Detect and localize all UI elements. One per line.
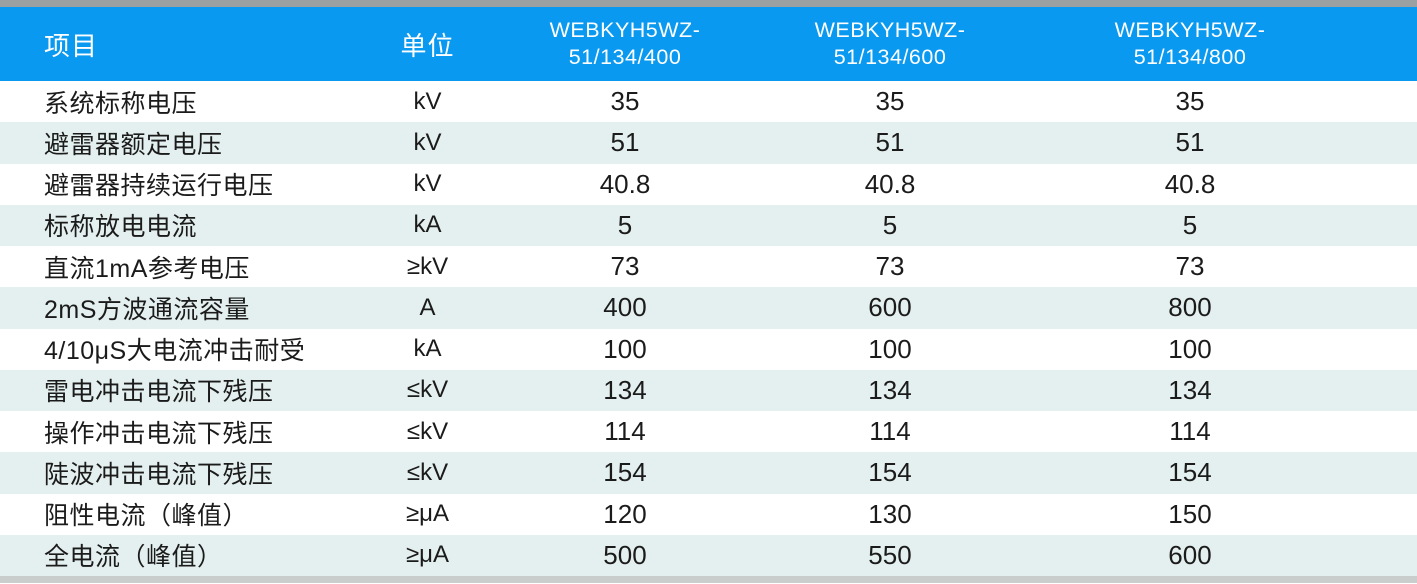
row-value: 120 [603, 498, 647, 529]
model-name-line1: WEBKYH5WZ- [814, 18, 966, 42]
row-label: 操作冲击电流下残压 [44, 419, 274, 448]
row-label: 直流1mA参考电压 [44, 254, 250, 283]
row-value: 114 [869, 416, 911, 447]
row-value: 35 [1175, 86, 1205, 117]
row-value: 134 [603, 374, 647, 405]
row-value: 134 [868, 374, 912, 405]
row-value: 73 [875, 251, 905, 282]
top-divider-bar [0, 0, 1417, 7]
row-value: 73 [610, 251, 640, 282]
row-value: 40.8 [864, 168, 916, 199]
row-label: 系统标称电压 [44, 89, 198, 118]
row-unit: kA [413, 335, 442, 363]
row-value: 40.8 [1164, 168, 1216, 199]
model-name-line2: 51/134/400 [568, 45, 682, 69]
bottom-divider-bar [0, 576, 1417, 583]
table-row: 直流1mA参考电压 ≥kV 73 73 73 [0, 246, 1417, 287]
row-unit: A [419, 293, 436, 321]
row-label: 阻性电流（峰值） [44, 502, 249, 531]
model-name-line2: 51/134/600 [833, 45, 947, 69]
row-label: 2mS方波通流容量 [44, 295, 250, 324]
row-value: 100 [603, 333, 647, 364]
row-value: 154 [1168, 457, 1212, 488]
table-row: 全电流（峰值） ≥μA 500 550 600 [0, 534, 1417, 576]
column-header-model-800: WEBKYH5WZ- 51/134/800 [1025, 17, 1355, 71]
model-name-line1: WEBKYH5WZ- [1114, 18, 1266, 42]
model-name-line1: WEBKYH5WZ- [549, 18, 701, 42]
row-unit: ≥μA [405, 500, 449, 528]
table-row: 4/10μS大电流冲击耐受 kA 100 100 100 [0, 329, 1417, 370]
row-unit: ≥μA [405, 541, 449, 569]
row-label: 避雷器持续运行电压 [44, 172, 274, 201]
row-value: 73 [1175, 251, 1205, 282]
row-value: 51 [875, 127, 905, 158]
column-header-item: 项目 [44, 30, 99, 61]
row-value: 5 [617, 209, 633, 240]
row-label: 陡波冲击电流下残压 [44, 460, 274, 489]
row-value: 154 [868, 457, 912, 488]
row-value: 550 [868, 539, 912, 570]
row-unit: ≤kV [406, 458, 449, 486]
column-header-unit: 单位 [400, 30, 455, 61]
row-unit: ≥kV [406, 252, 449, 280]
row-unit: ≤kV [406, 417, 449, 445]
row-value: 130 [868, 498, 912, 529]
row-label: 避雷器额定电压 [44, 130, 223, 159]
row-unit: kV [413, 87, 442, 115]
table-row: 雷电冲击电流下残压 ≤kV 134 134 134 [0, 369, 1417, 411]
table-row: 标称放电电流 kA 5 5 5 [0, 204, 1417, 246]
row-value: 600 [1168, 539, 1212, 570]
row-value: 154 [603, 457, 647, 488]
row-value: 35 [875, 86, 905, 117]
row-value: 5 [1182, 209, 1198, 240]
column-header-model-600: WEBKYH5WZ- 51/134/600 [755, 17, 1025, 71]
row-value: 114 [1169, 416, 1211, 447]
row-value: 40.8 [599, 168, 651, 199]
table-row: 2mS方波通流容量 A 400 600 800 [0, 287, 1417, 329]
row-unit: kA [413, 211, 442, 239]
row-label: 雷电冲击电流下残压 [44, 378, 274, 407]
table-row: 系统标称电压 kV 35 35 35 [0, 81, 1417, 122]
model-name-line2: 51/134/800 [1133, 45, 1247, 69]
row-label: 标称放电电流 [44, 213, 198, 242]
table-row: 操作冲击电流下残压 ≤kV 114 114 114 [0, 411, 1417, 452]
row-value: 100 [868, 333, 912, 364]
table-row: 陡波冲击电流下残压 ≤kV 154 154 154 [0, 452, 1417, 494]
table-row: 阻性电流（峰值） ≥μA 120 130 150 [0, 494, 1417, 535]
row-unit: ≤kV [406, 376, 449, 404]
row-label: 全电流（峰值） [44, 543, 223, 572]
row-value: 150 [1168, 498, 1212, 529]
row-value: 134 [1168, 374, 1212, 405]
row-value: 600 [868, 292, 912, 323]
column-header-model-400: WEBKYH5WZ- 51/134/400 [495, 17, 755, 71]
table-row: 避雷器额定电压 kV 51 51 51 [0, 122, 1417, 164]
row-value: 100 [1168, 333, 1212, 364]
row-label: 4/10μS大电流冲击耐受 [44, 337, 306, 366]
row-unit: kV [413, 170, 442, 198]
row-value: 500 [603, 539, 647, 570]
table-row: 避雷器持续运行电压 kV 40.8 40.8 40.8 [0, 164, 1417, 205]
table-header-row: 项目 单位 WEBKYH5WZ- 51/134/400 WEBKYH5WZ- 5… [0, 7, 1417, 81]
row-value: 800 [1168, 292, 1212, 323]
row-value: 114 [604, 416, 646, 447]
row-unit: kV [413, 128, 442, 156]
row-value: 400 [603, 292, 647, 323]
row-value: 51 [1175, 127, 1205, 158]
row-value: 51 [610, 127, 640, 158]
row-value: 35 [610, 86, 640, 117]
row-value: 5 [882, 209, 898, 240]
